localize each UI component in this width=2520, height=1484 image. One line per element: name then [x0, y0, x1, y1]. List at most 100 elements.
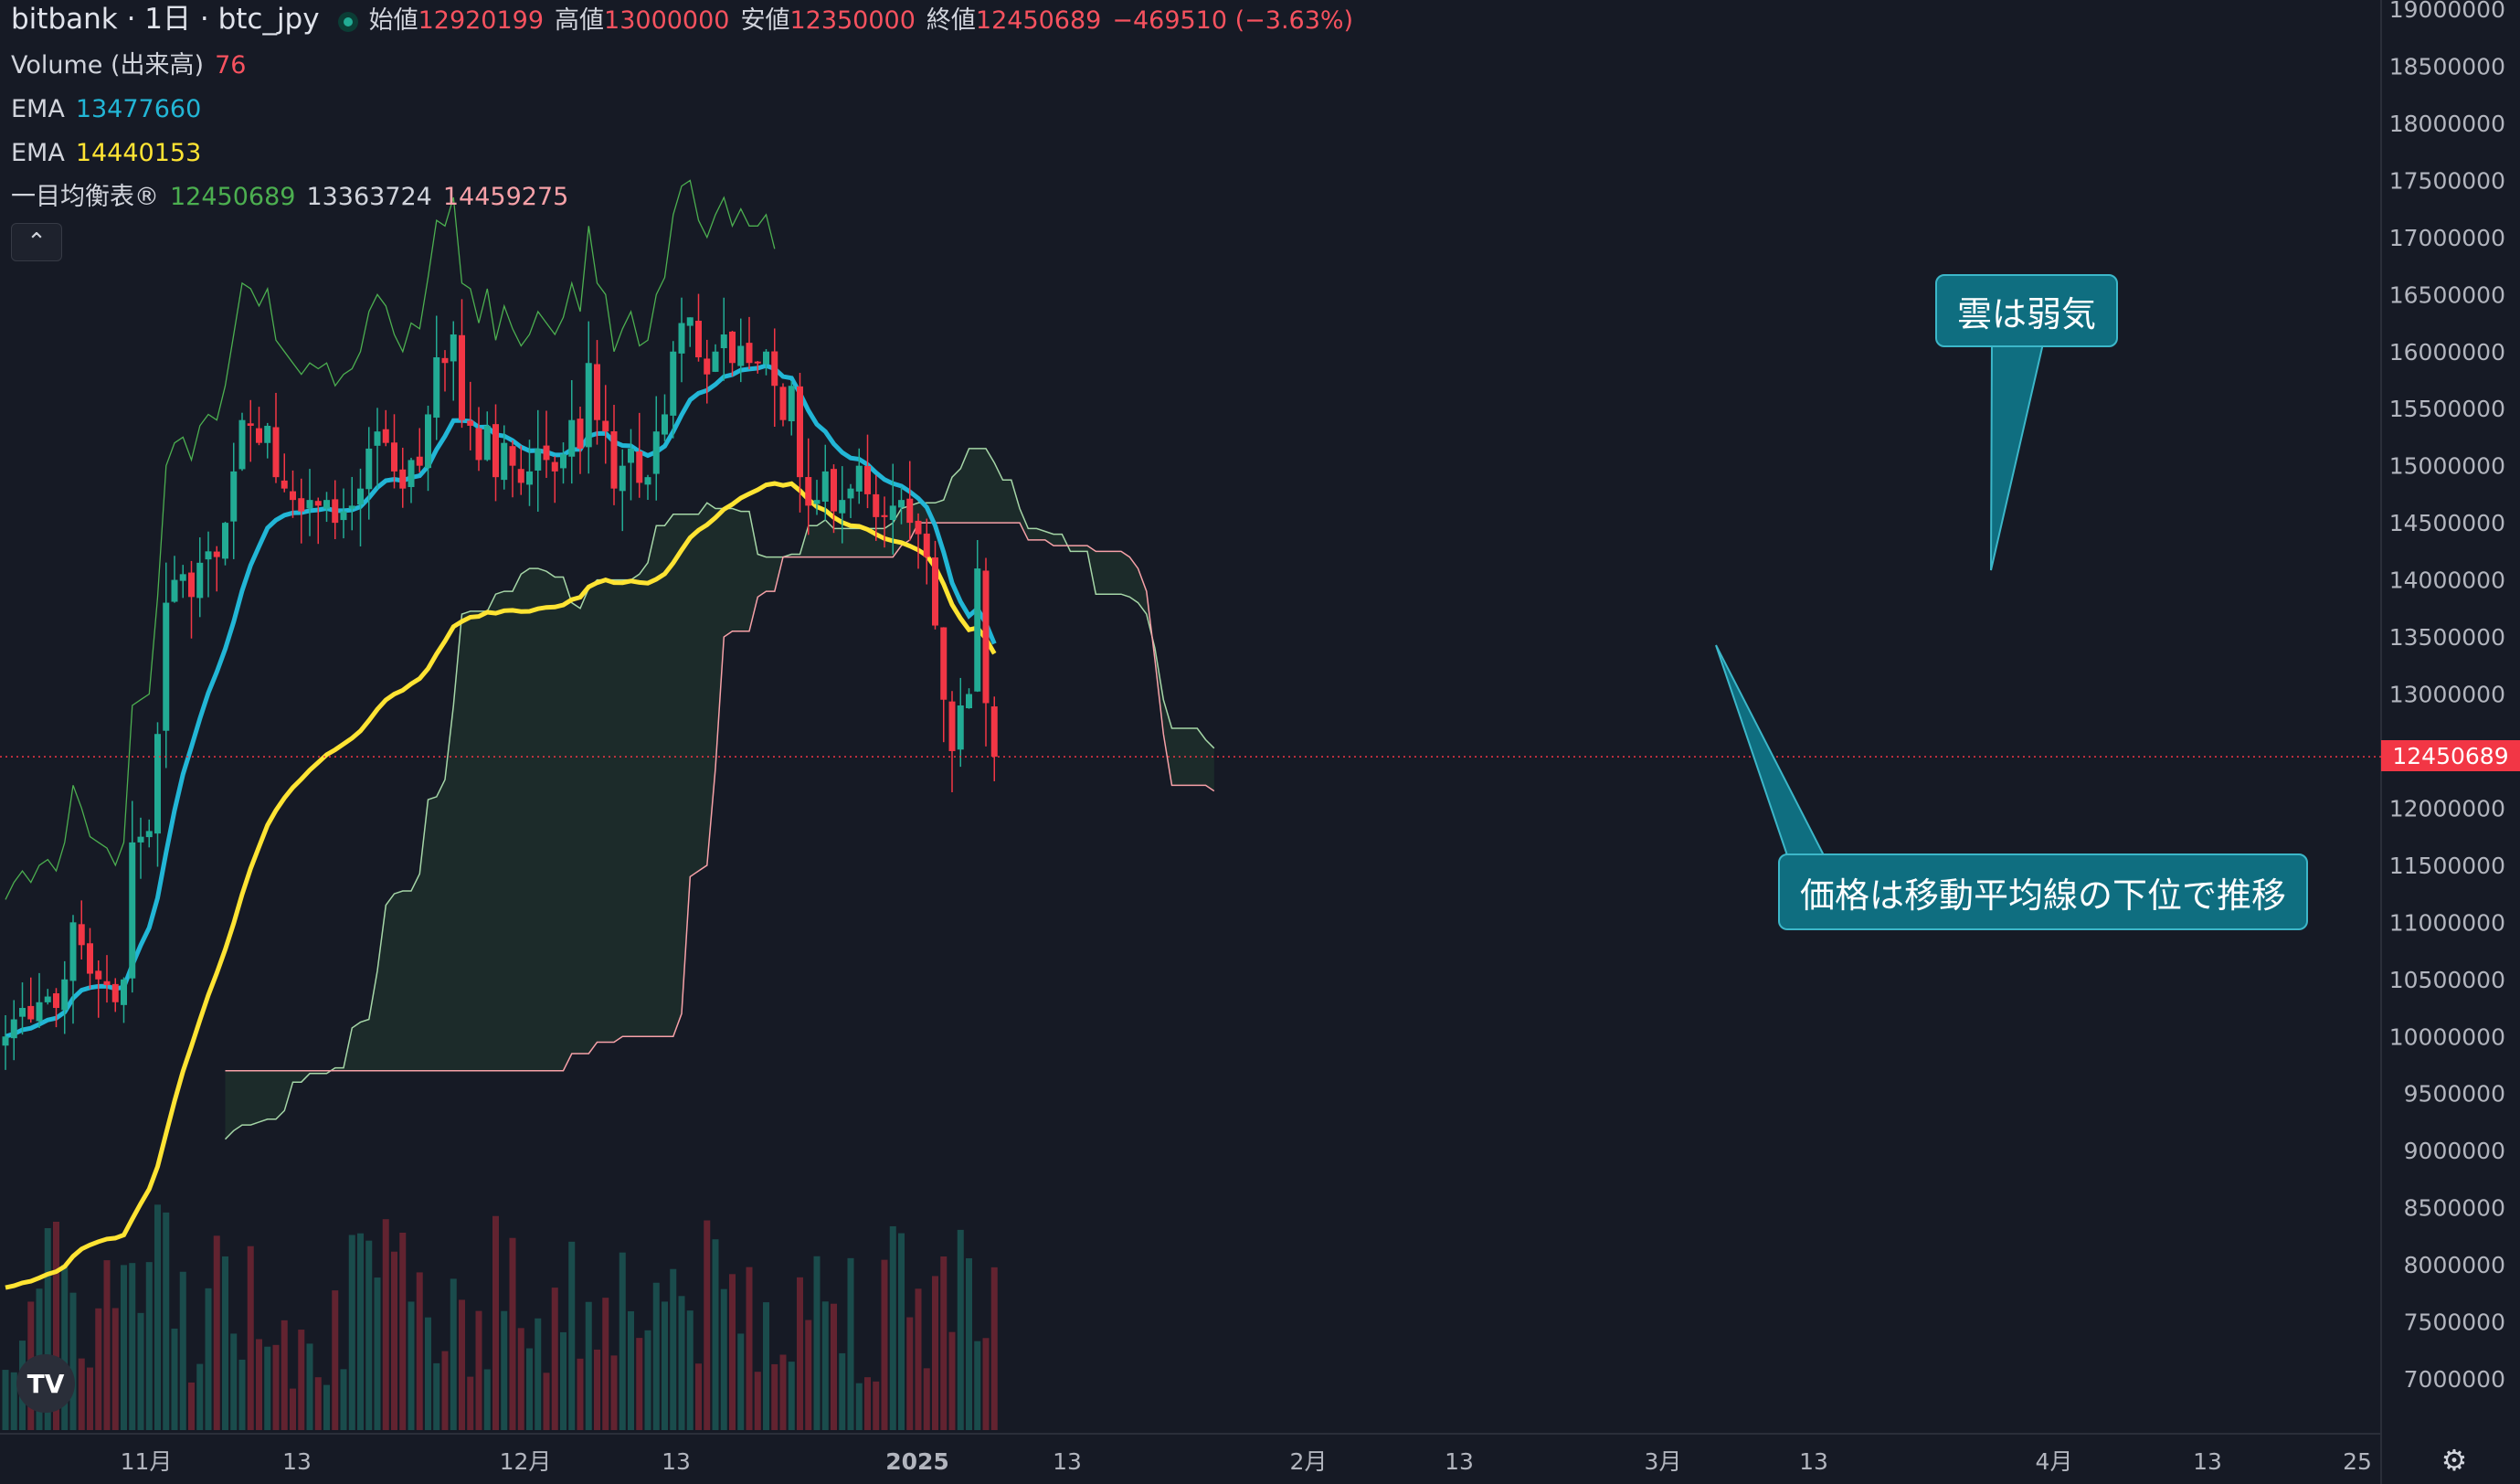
candle-body [196, 562, 204, 599]
candle-body [619, 465, 626, 492]
ema-slow-legend[interactable]: EMA 14440153 [11, 138, 212, 169]
open-label: 始値 [368, 6, 418, 35]
candle-body [695, 320, 702, 357]
volume-bar [923, 1368, 930, 1430]
volume-bar [526, 1348, 533, 1430]
price-tick-label: 16500000 [2389, 281, 2505, 308]
volume-bar [712, 1239, 719, 1430]
volume-bar [145, 1262, 153, 1430]
volume-bar [839, 1352, 846, 1430]
volume-bar [594, 1349, 600, 1430]
volume-bar [281, 1320, 288, 1430]
price-tick-label: 12000000 [2389, 795, 2505, 822]
volume-bar [847, 1257, 854, 1430]
volume-legend[interactable]: Volume (出来高) 76 [11, 50, 257, 81]
price-tick-label: 15000000 [2389, 453, 2505, 480]
candle-body [382, 429, 389, 443]
candle-body [577, 419, 584, 449]
volume-bar [686, 1310, 694, 1430]
candle-body [230, 471, 238, 522]
candle-body [53, 993, 59, 1009]
volume-bar [382, 1219, 389, 1430]
price-tick-label: 8000000 [2404, 1252, 2505, 1278]
candles [2, 293, 998, 1070]
volume-bar [467, 1376, 474, 1430]
tradingview-logo-icon[interactable]: TV [16, 1354, 75, 1413]
time-tick-label: 13 [662, 1448, 691, 1475]
volume-bar [898, 1233, 905, 1430]
candle-body [797, 386, 803, 478]
candle-body [323, 500, 330, 509]
volume-bar [196, 1363, 204, 1430]
candle-body [467, 420, 474, 426]
volume-bar [357, 1233, 364, 1430]
settings-icon[interactable]: ⚙ [2441, 1443, 2468, 1478]
candle-body [560, 454, 566, 469]
candle-body [78, 924, 85, 946]
candle-body [551, 461, 558, 472]
volume-bar [855, 1383, 863, 1430]
low-label: 安値 [740, 6, 790, 35]
volume-bar [704, 1220, 711, 1430]
ichimoku-legend[interactable]: 一目均衡表® 12450689 13363724 14459275 [11, 182, 579, 213]
candle-body [957, 705, 964, 750]
collapse-legend-button[interactable]: ⌃ [11, 223, 62, 261]
volume-bar [966, 1257, 972, 1430]
time-tick-label: 12月 [500, 1448, 552, 1475]
time-tick-label: 4月 [2036, 1448, 2073, 1475]
volume-bar [425, 1317, 431, 1430]
price-tick-label: 13000000 [2389, 682, 2505, 708]
volume-bars [2, 1204, 998, 1430]
candle-body [923, 533, 930, 557]
candle-body [121, 979, 127, 1005]
candle-body [652, 431, 660, 474]
volume-bar [763, 1302, 769, 1430]
volume-bar [459, 1299, 465, 1430]
ichimoku-value-1: 12450689 [170, 183, 296, 211]
volume-bar [87, 1367, 93, 1430]
candle-body [847, 488, 854, 499]
volume-bar [298, 1330, 305, 1430]
candle-body [948, 701, 956, 751]
volume-bar [163, 1212, 170, 1430]
time-tick-label: 2025 [885, 1448, 949, 1475]
candle-body [602, 420, 609, 432]
candle-body [272, 427, 280, 478]
volume-bar [171, 1328, 178, 1430]
volume-bar [974, 1341, 981, 1430]
volume-bar [408, 1301, 415, 1430]
close-label: 終値 [926, 6, 976, 35]
candle-body [314, 501, 322, 506]
volume-bar [137, 1312, 144, 1430]
ema-fast-legend[interactable]: EMA 13477660 [11, 94, 212, 125]
change-value: −469510 (−3.63%) [1112, 6, 1354, 35]
volume-bar [53, 1222, 59, 1430]
volume-bar [670, 1268, 677, 1430]
candle-body [441, 357, 449, 364]
volume-bar [805, 1320, 812, 1430]
volume-bar [323, 1384, 330, 1430]
volume-bar [103, 1260, 111, 1430]
candle-body [982, 570, 990, 704]
volume-bar [652, 1282, 660, 1430]
volume-bar [628, 1310, 634, 1430]
volume-bar [610, 1355, 618, 1430]
candle-body [222, 523, 228, 559]
volume-bar [450, 1278, 457, 1430]
volume-bar [678, 1296, 685, 1430]
close-value: 12450689 [975, 6, 1102, 35]
symbol-title[interactable]: bitbank · 1日 · btc_jpy [11, 3, 320, 36]
volume-bar [864, 1377, 871, 1430]
volume-bar [619, 1252, 626, 1430]
candle-body [526, 471, 533, 485]
candle-body [111, 983, 119, 1002]
candle-body [932, 556, 938, 626]
volume-bar [306, 1343, 313, 1430]
volume-bar [906, 1317, 914, 1430]
candle-body [771, 351, 778, 387]
volume-bar [399, 1232, 407, 1430]
candle-body [483, 425, 491, 461]
candle-body [678, 323, 685, 354]
volume-bar [475, 1310, 482, 1430]
